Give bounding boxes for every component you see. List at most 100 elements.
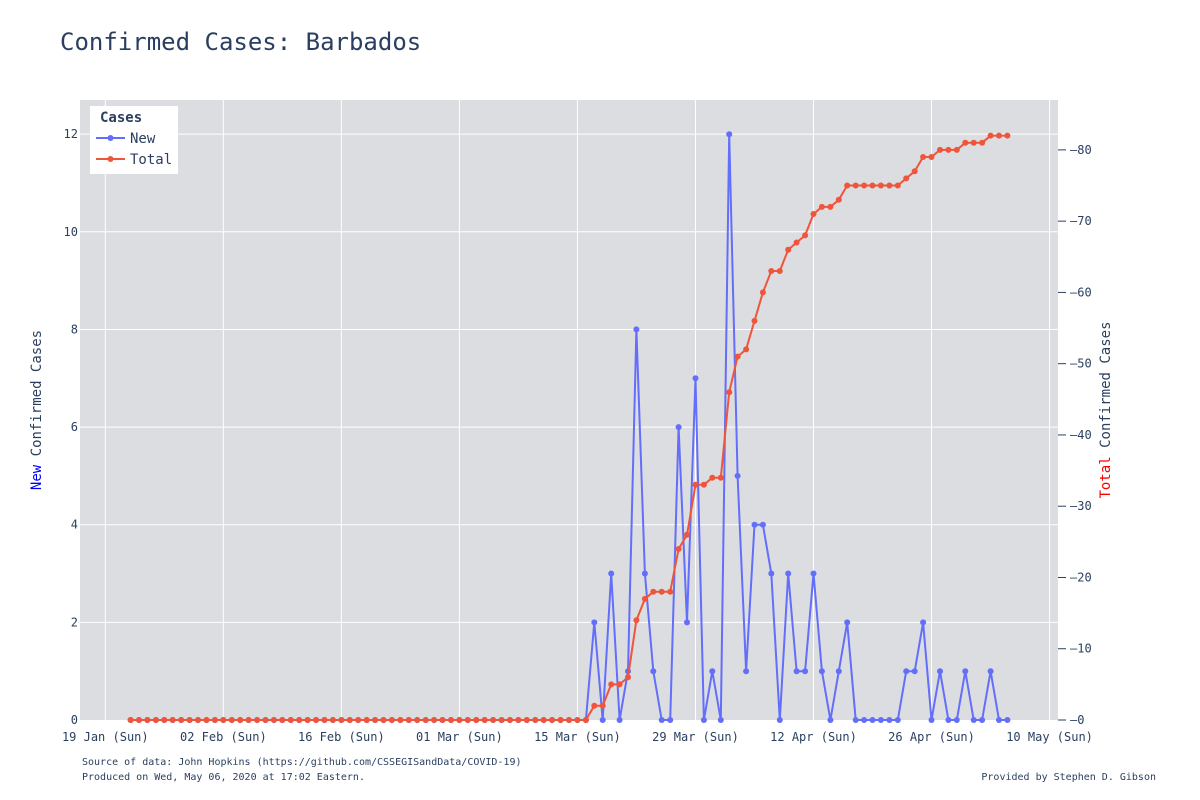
- data-point-total[interactable]: [641, 595, 648, 602]
- data-point-total[interactable]: [388, 717, 395, 723]
- data-point-new[interactable]: [743, 668, 750, 675]
- data-point-total[interactable]: [835, 196, 842, 203]
- data-point-total[interactable]: [152, 717, 159, 723]
- data-point-total[interactable]: [751, 317, 758, 324]
- data-point-new[interactable]: [633, 326, 640, 333]
- data-point-total[interactable]: [675, 546, 682, 552]
- data-point-total[interactable]: [498, 717, 505, 723]
- data-point-total[interactable]: [203, 717, 210, 723]
- data-point-new[interactable]: [962, 668, 969, 675]
- data-point-new[interactable]: [599, 717, 606, 723]
- data-point-total[interactable]: [743, 346, 750, 353]
- data-point-new[interactable]: [810, 570, 817, 577]
- data-point-total[interactable]: [532, 717, 539, 723]
- data-point-total[interactable]: [692, 481, 699, 488]
- data-point-total[interactable]: [355, 717, 362, 723]
- data-point-new[interactable]: [776, 717, 783, 723]
- data-point-total[interactable]: [380, 717, 387, 723]
- data-point-total[interactable]: [211, 717, 218, 723]
- data-point-total[interactable]: [405, 717, 412, 723]
- data-point-total[interactable]: [650, 588, 657, 595]
- data-point-total[interactable]: [996, 132, 1002, 139]
- data-point-total[interactable]: [279, 717, 286, 723]
- data-point-total[interactable]: [970, 139, 977, 146]
- data-point-total[interactable]: [136, 717, 142, 723]
- data-point-total[interactable]: [448, 717, 454, 723]
- data-point-total[interactable]: [195, 717, 201, 723]
- data-point-total[interactable]: [523, 717, 530, 723]
- data-point-total[interactable]: [363, 717, 370, 723]
- data-point-new[interactable]: [886, 717, 893, 723]
- data-point-total[interactable]: [616, 681, 623, 688]
- data-point-total[interactable]: [776, 268, 783, 274]
- data-point-new[interactable]: [785, 570, 792, 577]
- data-point-new[interactable]: [641, 570, 648, 577]
- data-point-total[interactable]: [245, 717, 252, 723]
- data-point-total[interactable]: [928, 154, 935, 160]
- data-point-new[interactable]: [768, 570, 775, 577]
- data-point-total[interactable]: [254, 717, 261, 723]
- data-point-total[interactable]: [262, 717, 269, 723]
- data-point-total[interactable]: [979, 139, 986, 146]
- data-point-total[interactable]: [439, 717, 446, 723]
- data-point-total[interactable]: [987, 132, 994, 139]
- data-point-total[interactable]: [228, 717, 235, 723]
- data-point-total[interactable]: [296, 717, 303, 723]
- data-point-total[interactable]: [667, 588, 674, 595]
- data-point-total[interactable]: [894, 182, 901, 189]
- data-point-total[interactable]: [920, 154, 927, 160]
- data-point-new[interactable]: [937, 668, 943, 675]
- data-point-new[interactable]: [802, 668, 809, 675]
- data-point-total[interactable]: [321, 717, 328, 723]
- data-point-total[interactable]: [346, 717, 353, 723]
- data-point-total[interactable]: [911, 168, 918, 175]
- data-point-total[interactable]: [540, 717, 547, 723]
- data-point-total[interactable]: [507, 717, 513, 723]
- data-point-total[interactable]: [490, 717, 497, 723]
- data-point-new[interactable]: [692, 375, 699, 382]
- data-point-new[interactable]: [835, 668, 842, 675]
- data-point-total[interactable]: [549, 717, 556, 723]
- data-point-new[interactable]: [877, 717, 884, 723]
- data-point-new[interactable]: [953, 717, 960, 723]
- data-point-new[interactable]: [684, 619, 690, 626]
- data-point-total[interactable]: [237, 717, 244, 723]
- data-point-total[interactable]: [844, 182, 851, 189]
- data-point-total[interactable]: [877, 182, 884, 189]
- data-point-total[interactable]: [220, 717, 227, 723]
- data-point-new[interactable]: [818, 668, 825, 675]
- data-point-total[interactable]: [802, 232, 809, 239]
- data-point-total[interactable]: [582, 717, 589, 723]
- data-point-new[interactable]: [650, 668, 657, 675]
- data-point-new[interactable]: [861, 717, 868, 723]
- data-point-total[interactable]: [372, 717, 379, 723]
- data-point-total[interactable]: [557, 717, 564, 723]
- data-point-total[interactable]: [566, 717, 572, 723]
- data-point-total[interactable]: [397, 717, 404, 723]
- data-point-total[interactable]: [313, 717, 320, 723]
- data-point-total[interactable]: [827, 203, 834, 210]
- data-point-new[interactable]: [734, 472, 741, 479]
- data-point-total[interactable]: [329, 717, 336, 723]
- data-point-total[interactable]: [886, 182, 893, 189]
- data-point-total[interactable]: [186, 717, 193, 723]
- data-point-total[interactable]: [599, 702, 606, 709]
- data-point-total[interactable]: [574, 717, 581, 723]
- data-point-new[interactable]: [911, 668, 918, 675]
- data-point-total[interactable]: [768, 268, 775, 274]
- data-point-new[interactable]: [987, 668, 994, 675]
- data-point-new[interactable]: [667, 717, 674, 723]
- legend-item-total[interactable]: Total: [96, 152, 172, 168]
- data-point-new[interactable]: [793, 668, 800, 675]
- data-point-total[interactable]: [658, 588, 665, 595]
- data-point-total[interactable]: [759, 289, 766, 296]
- data-point-total[interactable]: [633, 617, 640, 624]
- data-point-total[interactable]: [717, 474, 724, 481]
- data-point-new[interactable]: [675, 424, 682, 431]
- data-point-new[interactable]: [970, 717, 977, 723]
- data-point-total[interactable]: [144, 717, 151, 723]
- data-point-total[interactable]: [903, 175, 910, 182]
- legend[interactable]: Cases New Total: [90, 106, 178, 174]
- data-point-total[interactable]: [1004, 132, 1011, 139]
- data-point-new[interactable]: [616, 717, 623, 723]
